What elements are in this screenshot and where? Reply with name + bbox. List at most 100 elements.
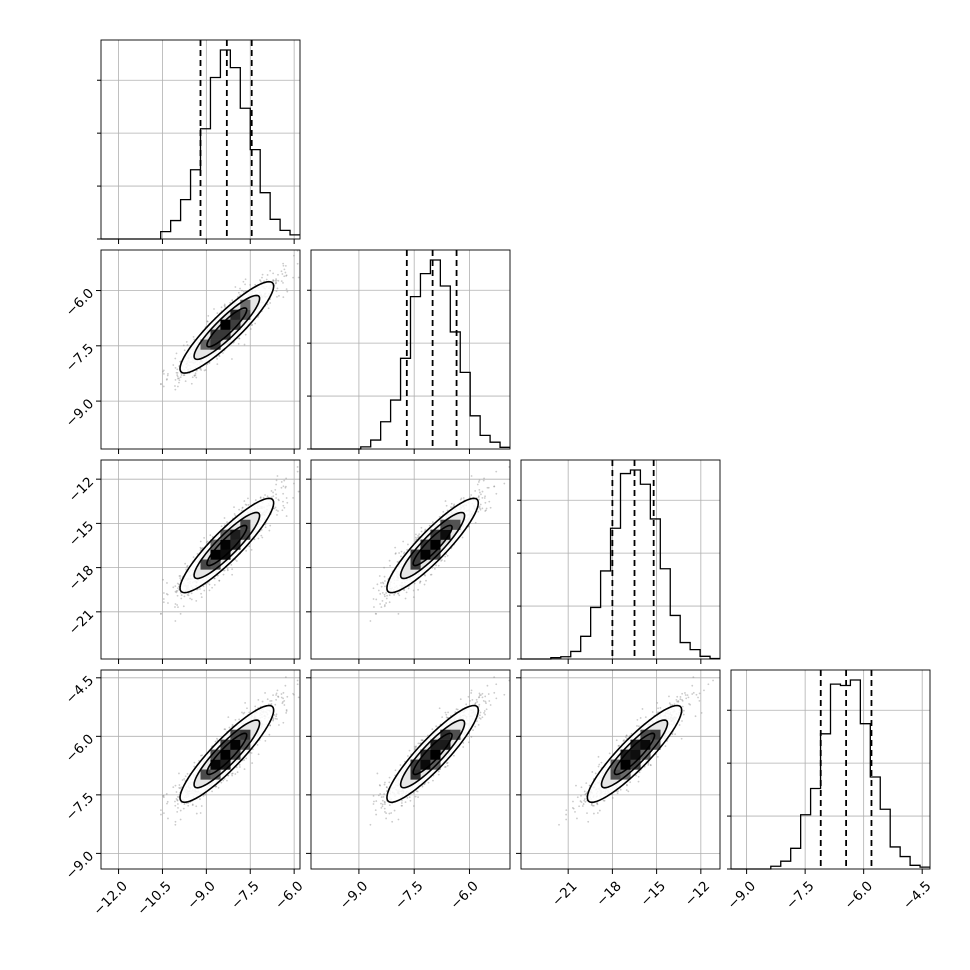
scatter-point (242, 280, 245, 283)
scatter-point (275, 497, 278, 499)
scatter-point (179, 577, 182, 580)
scatter-point (183, 349, 186, 352)
scatter-point (244, 283, 247, 286)
scatter-point (296, 683, 299, 686)
scatter-point (257, 753, 260, 756)
scatter-point (485, 507, 488, 510)
scatter-point (283, 700, 286, 702)
scatter-point (238, 337, 241, 340)
scatter-point (283, 268, 286, 271)
scatter-point (237, 342, 240, 345)
scatter-point (285, 275, 288, 277)
scatter-point (450, 502, 453, 505)
scatter-point (476, 483, 479, 486)
scatter-point (282, 500, 284, 503)
scatter-point (193, 374, 196, 377)
scatter-point (420, 526, 423, 529)
scatter-point (226, 569, 229, 572)
scatter-point (182, 374, 185, 377)
scatter-point (269, 700, 272, 702)
scatter-point (278, 499, 280, 502)
scatter-point (187, 804, 190, 807)
scatter-point (453, 503, 456, 506)
scatter-point (489, 506, 492, 509)
scatter-point (442, 510, 445, 513)
contour-3 (412, 524, 453, 567)
scatter-point (428, 524, 431, 527)
contour-1 (179, 497, 275, 594)
scatter-point (233, 506, 235, 509)
scatter-point (249, 328, 252, 330)
scatter-point (183, 803, 186, 805)
scatter-point (254, 283, 257, 286)
scatter-point (220, 525, 223, 528)
scatter-point (281, 702, 284, 705)
scatter-point (484, 501, 487, 504)
scatter-point (282, 296, 285, 299)
scatter-point (389, 564, 391, 567)
scatter-point (293, 482, 295, 485)
scatter-point (404, 597, 407, 600)
scatter-point (223, 517, 226, 519)
scatter-point (274, 703, 277, 706)
scatter-point (479, 508, 482, 511)
scatter-point (241, 507, 244, 509)
scatter-point (226, 521, 228, 523)
scatter-point (277, 695, 279, 698)
scatter-point (264, 494, 266, 496)
scatter-point (246, 707, 248, 710)
scatter-point (493, 485, 496, 488)
scatter-point (174, 378, 177, 381)
scatter-point (165, 593, 168, 595)
scatter-point (450, 506, 452, 509)
scatter-point (231, 774, 234, 777)
scatter-point (445, 504, 448, 507)
scatter-point (253, 538, 256, 541)
scatter-point (180, 597, 183, 600)
scatter-point (176, 374, 179, 376)
scatter-point (383, 593, 386, 596)
scatter-point (402, 552, 405, 555)
scatter-point (269, 269, 272, 272)
scatter-point (276, 475, 279, 477)
scatter-point (272, 491, 274, 494)
scatter-point (254, 322, 257, 325)
scatter-point (177, 377, 179, 380)
scatter-point (297, 490, 300, 493)
scatter-point (268, 529, 271, 532)
scatter-point (174, 784, 177, 787)
scatter-point (406, 548, 409, 551)
scatter-point (241, 509, 243, 512)
scatter-point (415, 538, 418, 541)
scatter-point (484, 510, 487, 512)
scatter-point (250, 548, 253, 551)
scatter-point (191, 376, 194, 379)
scatter-point (443, 560, 446, 562)
scatter-point (183, 595, 186, 598)
scatter-point (239, 287, 241, 290)
scatter-point (180, 786, 183, 789)
scatter-point (199, 367, 202, 370)
scatter-point (480, 493, 482, 496)
scatter-point (296, 466, 299, 468)
scatter-point (231, 299, 234, 302)
scatter-point (231, 358, 233, 360)
scatter-point (292, 276, 294, 279)
scatter-point (407, 587, 410, 590)
scatter-point (407, 543, 409, 546)
scatter-point (495, 470, 498, 473)
scatter-point (218, 355, 221, 358)
scatter-point (254, 499, 257, 501)
scatter-point (441, 559, 443, 561)
scatter-point (384, 580, 386, 582)
scatter-point (382, 582, 385, 585)
scatter-point (270, 703, 273, 705)
scatter-point (220, 306, 223, 309)
scatter-point (160, 612, 162, 615)
scatter-point (282, 492, 285, 495)
scatter-point (166, 374, 169, 377)
scatter-point (275, 290, 278, 293)
density-cell (210, 539, 221, 550)
histogram-2 (311, 259, 510, 450)
scatter-point (444, 500, 447, 502)
